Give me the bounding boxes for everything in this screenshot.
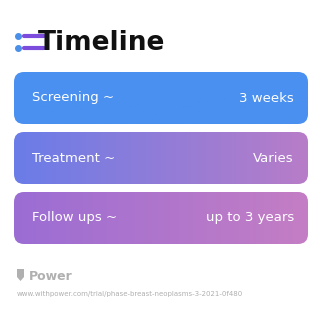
Text: Screening ~: Screening ~ <box>32 92 114 105</box>
Text: 3 weeks: 3 weeks <box>239 92 294 105</box>
Text: up to 3 years: up to 3 years <box>206 212 294 225</box>
Text: www.withpower.com/trial/phase-breast-neoplasms-3-2021-0f480: www.withpower.com/trial/phase-breast-neo… <box>17 291 243 297</box>
Text: Varies: Varies <box>253 151 294 164</box>
Polygon shape <box>17 269 24 281</box>
Text: Treatment ~: Treatment ~ <box>32 151 115 164</box>
Text: Follow ups ~: Follow ups ~ <box>32 212 117 225</box>
Text: Timeline: Timeline <box>38 30 165 56</box>
Text: Power: Power <box>29 269 73 283</box>
